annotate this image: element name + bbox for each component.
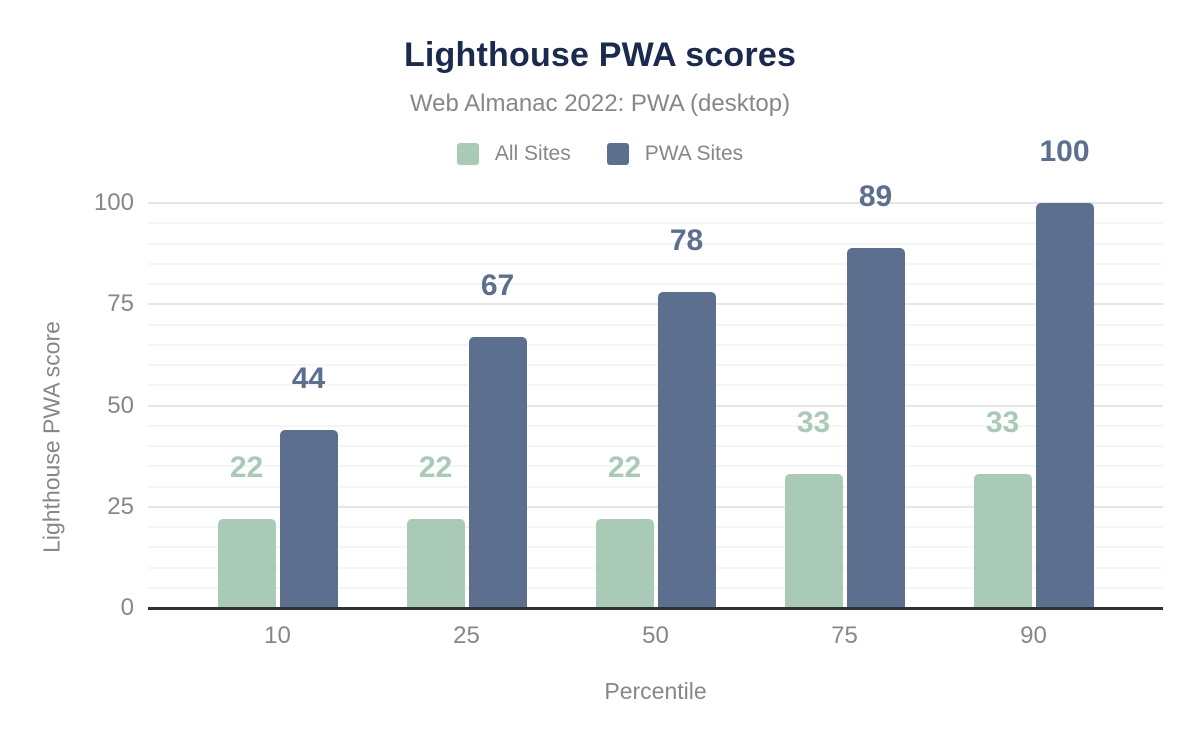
gridline-minor: [148, 283, 1163, 285]
bar-group-p75: 33 89: [750, 181, 939, 608]
y-tick-label: 100: [93, 189, 134, 216]
chart-title: Lighthouse PWA scores: [403, 36, 797, 74]
x-tick-label: 50: [642, 622, 669, 649]
bar-value-label: 33: [985, 406, 1020, 440]
gridline-major: [148, 202, 1163, 204]
gridline-minor: [148, 242, 1163, 245]
gridline-minor: [148, 364, 1163, 366]
gridline-minor: [148, 546, 1163, 549]
bar-group-p10: 22 44: [183, 363, 372, 608]
bar-all-sites[interactable]: 22: [217, 452, 276, 608]
bar-value-label: 22: [607, 450, 642, 484]
y-tick-label: 25: [107, 492, 134, 520]
x-tick-label: 90: [1020, 622, 1047, 649]
x-tick-label: 10: [264, 622, 291, 649]
legend-label: All Sites: [494, 142, 571, 165]
x-axis-title: Percentile: [604, 678, 707, 704]
y-tick-label: 75: [107, 290, 134, 318]
gridline-major: [148, 505, 1163, 508]
legend-swatch-all-sites: [456, 143, 479, 165]
bar-group-p90: 33 100: [939, 137, 1128, 608]
gridline-major: [148, 404, 1163, 407]
legend-item-pwa-sites: PWA Sites: [606, 142, 744, 166]
legend-item-all-sites: All Sites: [456, 142, 571, 166]
x-axis-line: [148, 607, 1163, 610]
bar-value-label: 78: [669, 224, 704, 258]
gridline-minor: [148, 323, 1163, 326]
bar-value-label: 89: [858, 179, 893, 213]
gridline-minor: [148, 445, 1163, 447]
bar-value-label: 22: [229, 450, 264, 484]
gridline-minor: [148, 343, 1163, 346]
gridline-minor: [148, 526, 1163, 528]
bar-all-sites[interactable]: 33: [973, 408, 1032, 608]
bar-value-label: 22: [418, 450, 453, 484]
y-tick-label: 50: [107, 391, 134, 419]
y-tick-label: 0: [120, 594, 134, 621]
bar-pwa-sites[interactable]: 78: [657, 226, 716, 608]
bar-all-sites[interactable]: 33: [784, 408, 843, 608]
bar-all-sites[interactable]: 22: [406, 452, 465, 608]
legend-label: PWA Sites: [644, 142, 744, 165]
bar-group-p50: 22 78: [561, 226, 750, 608]
gridline-minor: [148, 262, 1163, 265]
gridline-minor: [148, 485, 1163, 488]
bar-value-label: 44: [291, 361, 326, 395]
bar-pwa-sites[interactable]: 100: [1035, 137, 1094, 608]
legend-swatch-pwa-sites: [606, 143, 629, 165]
bar-pwa-sites[interactable]: 89: [846, 181, 905, 608]
bar-pwa-sites[interactable]: 67: [468, 270, 527, 608]
gridline-minor: [148, 566, 1163, 569]
bar-group-p25: 22 67: [372, 270, 561, 608]
bar-value-label: 100: [1039, 135, 1090, 168]
legend: All Sites PWA Sites: [0, 142, 1200, 166]
x-tick-label: 25: [453, 622, 480, 649]
chart-subtitle: Web Almanac 2022: PWA (desktop): [409, 90, 791, 117]
x-tick-label: 75: [831, 622, 858, 649]
bar-pwa-sites[interactable]: 44: [279, 363, 338, 608]
bar-value-label: 67: [480, 268, 515, 302]
gridline-minor: [148, 384, 1163, 387]
bar-value-label: 33: [796, 406, 831, 440]
gridline-minor: [148, 222, 1163, 225]
gridline-minor: [148, 586, 1163, 589]
plot-area: 0 25 50 75 100 22 44 10 22 67 25 22 78 50 33 89 75 33 100 9…: [94, 137, 1163, 649]
bar-all-sites[interactable]: 22: [595, 452, 654, 608]
gridline-minor: [148, 424, 1163, 427]
gridline-minor: [148, 465, 1163, 468]
gridline-major: [148, 303, 1163, 306]
